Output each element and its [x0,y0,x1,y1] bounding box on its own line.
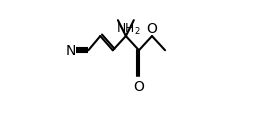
Text: O: O [147,22,157,36]
Text: N: N [66,44,76,58]
Text: NH$_2$: NH$_2$ [116,22,141,37]
Text: O: O [134,80,144,93]
